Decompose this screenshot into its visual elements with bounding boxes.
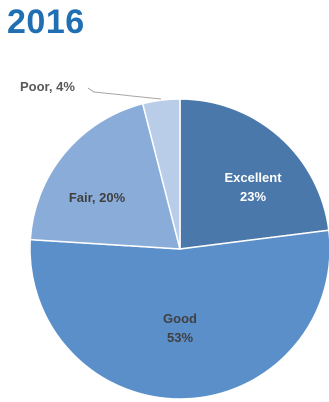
leader-line-poor bbox=[87, 87, 162, 100]
pie-labels: Excellent 23% Good 53% Fair, 20% Poor, 4% bbox=[20, 79, 282, 345]
pie-slice-fair bbox=[29, 102, 181, 250]
data-label-excellent-value: 23% bbox=[240, 189, 266, 204]
data-label-excellent-name: Excellent bbox=[224, 170, 282, 185]
data-label-fair: Fair, 20% bbox=[69, 190, 126, 205]
data-label-poor: Poor, 4% bbox=[20, 79, 75, 94]
pie-slice-excellent bbox=[179, 98, 329, 250]
pie-slice-poor bbox=[141, 98, 181, 250]
data-label-good-value: 53% bbox=[167, 330, 193, 345]
pie-slices bbox=[29, 98, 329, 400]
pie-slice-good bbox=[29, 229, 329, 400]
chart-title: 2016 bbox=[7, 3, 85, 41]
data-label-good-name: Good bbox=[163, 311, 197, 326]
